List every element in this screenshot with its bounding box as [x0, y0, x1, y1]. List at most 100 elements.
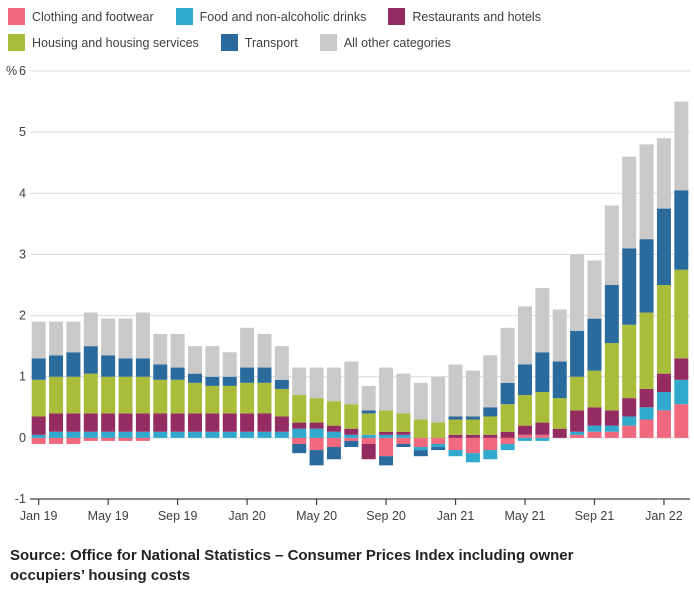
bar-segment: [604, 343, 619, 411]
bar-segment: [66, 413, 81, 432]
bar-segment: [396, 437, 411, 444]
svg-text:1: 1: [19, 370, 26, 384]
bar-segment: [413, 419, 428, 438]
bar-segment: [188, 346, 202, 374]
bar-segment: [448, 364, 463, 417]
bar-segment: [326, 401, 341, 426]
bar-segment: [587, 318, 602, 371]
bar-segment: [604, 410, 619, 426]
bar-feb-22: [674, 101, 689, 438]
bar-segment: [222, 352, 237, 377]
bar-segment: [31, 437, 46, 444]
bar-segment: [135, 437, 150, 441]
legend-item: Restaurants and hotels: [388, 8, 541, 25]
bar-segment: [656, 410, 671, 438]
bar-segment: [292, 437, 307, 444]
bar-segment: [465, 419, 480, 435]
legend-label: Housing and housing services: [32, 35, 199, 50]
bar-segment: [674, 379, 689, 405]
bar-jun-19: [118, 318, 133, 441]
bar-segment: [431, 422, 446, 438]
legend-swatch-icon: [8, 8, 25, 25]
bar-segment: [639, 239, 654, 313]
bar-segment: [674, 190, 689, 270]
bar-segment: [309, 398, 324, 423]
bar-oct-20: [396, 373, 411, 448]
bar-jun-21: [535, 288, 550, 441]
bar-nov-21: [622, 156, 637, 438]
bar-segment: [465, 370, 480, 417]
legend-item: Clothing and footwear: [8, 8, 154, 25]
bar-segment: [483, 407, 498, 417]
bar-segment: [118, 376, 133, 414]
bar-segment: [622, 425, 637, 438]
bar-segment: [31, 379, 46, 417]
bar-segment: [587, 431, 602, 438]
bar-segment: [205, 385, 220, 414]
bar-segment: [31, 434, 46, 438]
bar-segment: [240, 413, 255, 432]
bar-segment: [518, 437, 532, 441]
bar-segment: [483, 355, 498, 408]
x-tick-label: May 19: [88, 509, 129, 523]
bar-segment: [518, 364, 532, 396]
bar-segment: [66, 352, 81, 377]
bar-segment: [552, 398, 567, 429]
bar-may-20: [309, 367, 324, 466]
bar-segment: [222, 431, 237, 438]
bar-segment: [83, 373, 98, 414]
legend-swatch-icon: [8, 34, 25, 51]
bar-segment: [639, 144, 654, 240]
bar-segment: [344, 434, 359, 438]
bar-segment: [240, 327, 255, 368]
legend-swatch-icon: [175, 8, 193, 25]
bar-segment: [31, 321, 46, 359]
bar-segment: [309, 367, 324, 399]
bar-segment: [188, 413, 202, 432]
bar-jul-19: [135, 312, 150, 441]
legend-item: Transport: [220, 34, 298, 51]
bar-aug-21: [570, 254, 585, 438]
bar-segment: [570, 431, 585, 435]
bar-segment: [274, 346, 289, 380]
bar-feb-19: [49, 321, 64, 444]
svg-text:5: 5: [19, 125, 26, 139]
bar-jan-22: [656, 138, 671, 438]
bar-segment: [240, 382, 255, 414]
bar-segment: [257, 431, 272, 438]
bar-segment: [49, 355, 64, 377]
x-tick-label: Sep 21: [575, 509, 615, 523]
svg-text:3: 3: [19, 247, 26, 261]
bar-segment: [379, 434, 394, 438]
bar-segment: [135, 376, 150, 414]
bar-dec-19: [222, 352, 237, 438]
bar-feb-20: [257, 333, 272, 438]
bar-segment: [535, 422, 550, 435]
bar-segment: [396, 434, 411, 438]
bar-segment: [518, 425, 532, 435]
bar-segment: [326, 367, 341, 402]
bar-segment: [570, 410, 585, 432]
bar-segment: [465, 416, 480, 420]
legend-label: Restaurants and hotels: [412, 9, 541, 24]
bar-segment: [49, 437, 64, 444]
bar-segment: [639, 419, 654, 438]
bar-segment: [274, 379, 289, 389]
bar-segment: [309, 450, 324, 466]
bar-segment: [222, 376, 237, 386]
bar-segment: [188, 431, 202, 438]
bar-segment: [257, 333, 272, 368]
bar-segment: [361, 410, 376, 414]
chart-svg: -1 0 1 2 3 4 5 6% Jan 19 May 19 Sep 19 Jan 20 May 20…: [6, 64, 690, 523]
bar-segment: [570, 254, 585, 331]
bar-segment: [500, 382, 515, 405]
bar-segment: [674, 358, 689, 380]
bar-segment: [448, 437, 463, 451]
legend-item: Food and non-alcoholic drinks: [175, 8, 366, 25]
bar-segment: [292, 395, 307, 423]
x-tick-label: Jan 19: [20, 509, 58, 523]
bar-segment: [448, 450, 463, 457]
bar-segment: [413, 450, 428, 457]
bar-segment: [222, 413, 237, 432]
svg-text:%: %: [6, 64, 17, 78]
